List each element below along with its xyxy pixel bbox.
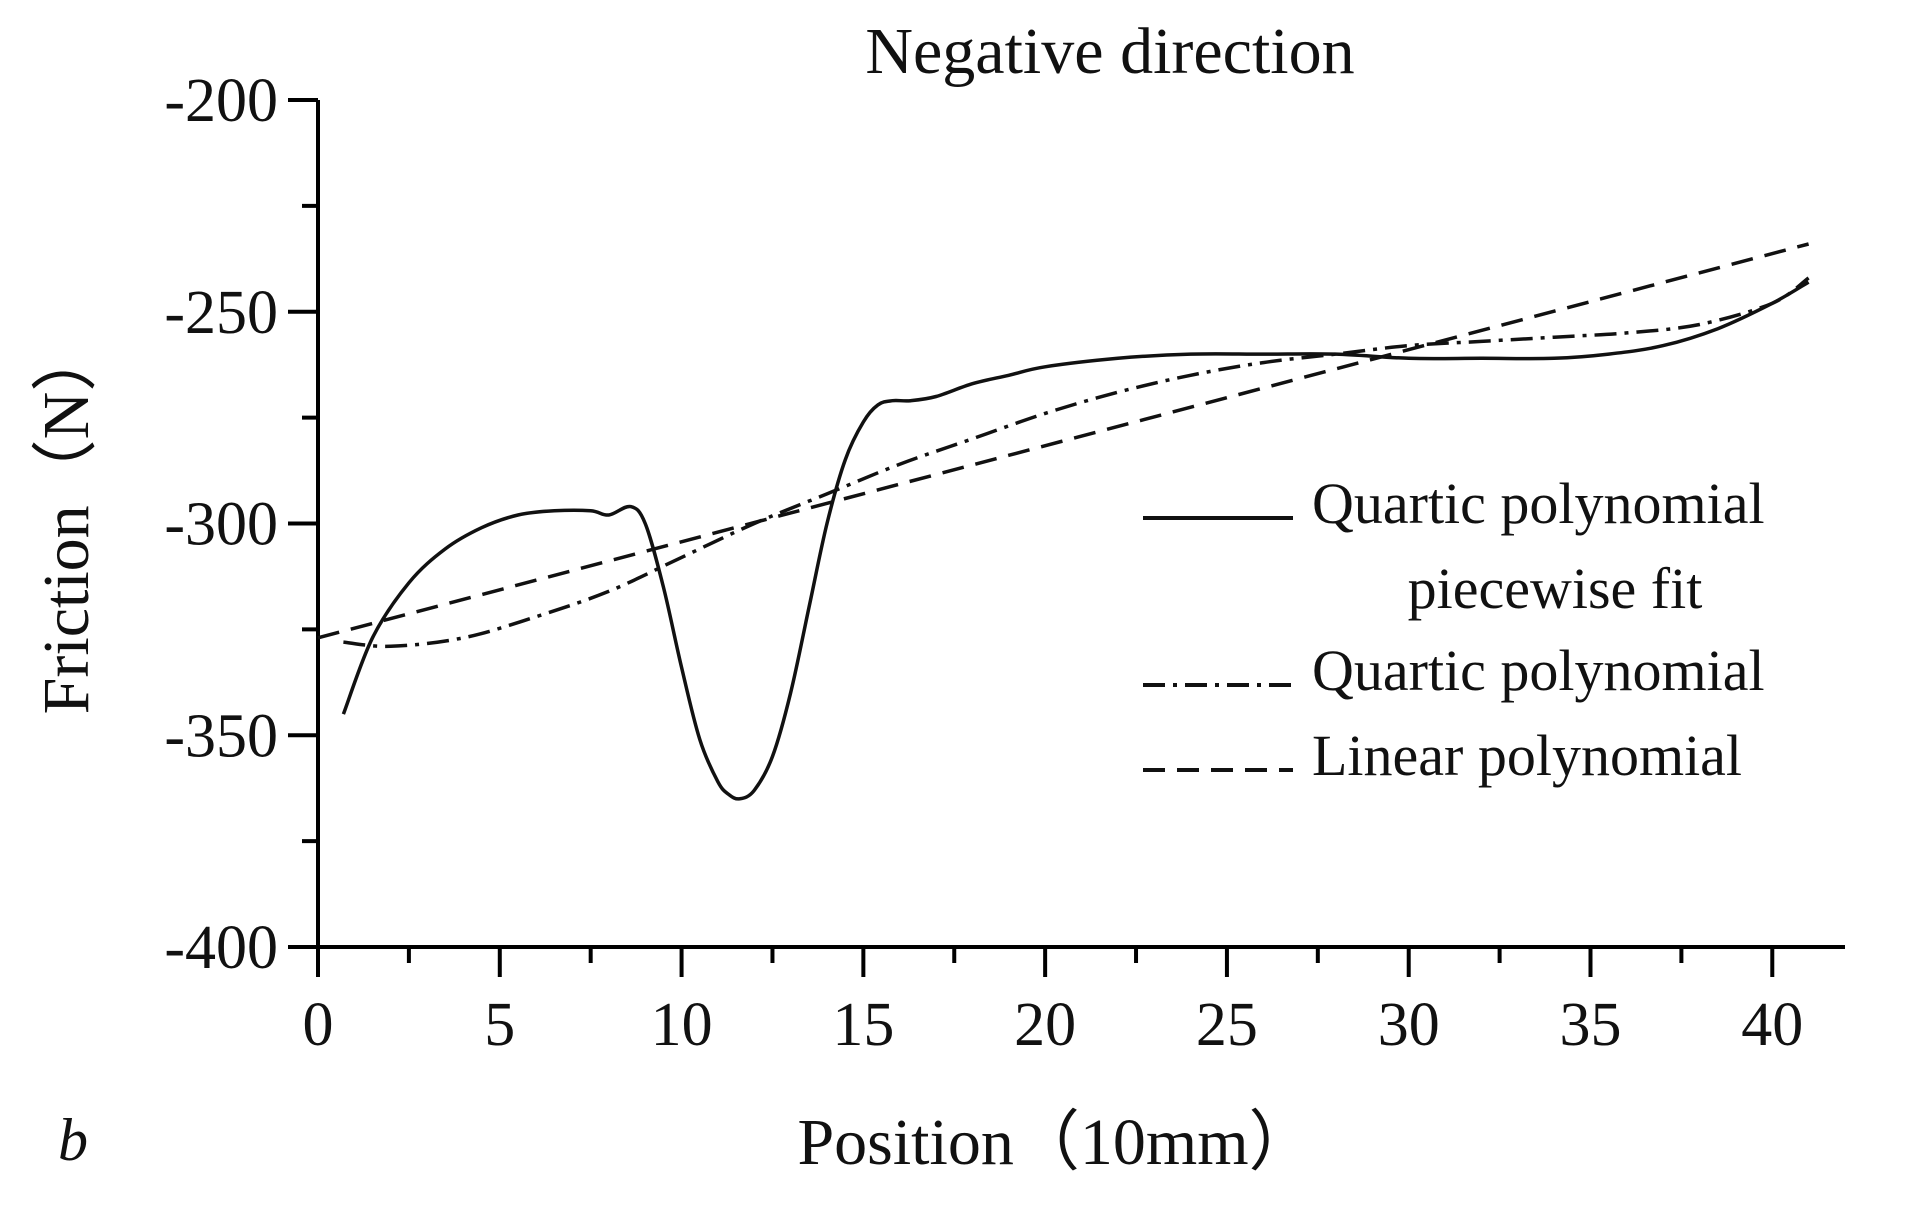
x-axis-title: Position（10mm） [797,1106,1314,1179]
series-layer [317,242,1810,801]
x-tick-label: 10 [651,991,713,1059]
x-tick-label: 40 [1741,991,1803,1059]
chart-title: Negative direction [865,15,1354,88]
x-tick-label: 25 [1196,991,1258,1059]
x-tick-label: 35 [1560,991,1622,1059]
series-line-3 [317,242,1810,640]
y-tick-label: -350 [164,702,278,770]
x-tick-label: 20 [1014,991,1076,1059]
x-tick-label: 5 [484,991,515,1059]
series-line-1 [341,280,1810,801]
y-tick-label: -250 [164,279,278,347]
x-tick-label: 15 [832,991,894,1059]
y-tick-label: -200 [164,67,278,135]
panel-label: b [58,1107,88,1173]
series-line-2 [343,276,1810,649]
legend-label: Quartic polynomial [1312,638,1765,703]
legend: Quartic polynomial piecewise fit Quartic p… [1143,471,1765,788]
y-tick-label: -400 [164,914,278,982]
x-tick-label: 30 [1378,991,1440,1059]
legend-label: Linear polynomial [1312,723,1742,788]
axes: -400 -350 -300 -250 -200 0 5 10 15 20 25 30 35 40 [164,67,1845,1059]
y-tick-label: -300 [164,491,278,559]
legend-label: Quartic polynomial [1312,471,1765,536]
legend-label: piecewise fit [1408,556,1703,621]
y-axis-title: Friction（N） [30,326,103,715]
x-tick-label: 0 [303,991,334,1059]
